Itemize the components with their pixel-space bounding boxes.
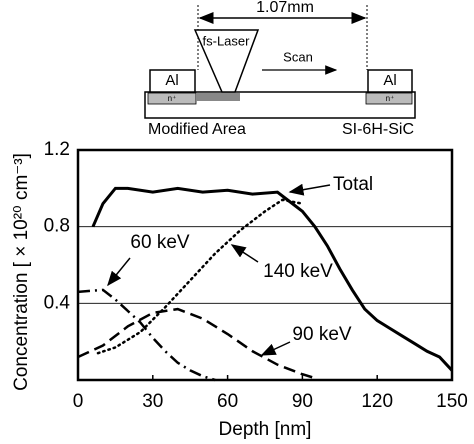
electrode xyxy=(367,69,413,93)
implant xyxy=(365,92,413,105)
x-tick-label: 120 xyxy=(361,391,393,412)
electrode-label: Al xyxy=(383,72,396,89)
annotation: Total xyxy=(333,174,373,195)
x-tick-label: 60 xyxy=(217,391,238,412)
modified-label: Modified Area xyxy=(148,121,246,138)
annotation: 60 keV xyxy=(130,232,189,253)
length-label: 1.07mm xyxy=(256,0,314,16)
x-tick-label: 30 xyxy=(142,391,163,412)
electrode xyxy=(149,69,196,93)
electrode-label: Al xyxy=(165,72,178,89)
modified-area xyxy=(196,93,240,101)
annotation: 140 keV xyxy=(263,261,333,282)
x-tick-label: 0 xyxy=(73,391,84,412)
implant-label: n⁺ xyxy=(168,94,177,103)
x-axis-label: Depth [nm] xyxy=(219,419,312,440)
series-line xyxy=(77,288,216,382)
series-line xyxy=(96,198,304,355)
plot-frame xyxy=(76,148,454,382)
y-axis-label: Concentration [ × 10²⁰ cm⁻³] xyxy=(11,153,32,391)
annotation-arrow xyxy=(230,244,259,263)
series-line xyxy=(77,307,316,380)
annotation-arrow xyxy=(260,341,291,356)
schematic: 1.07mm Al Al n⁺ n⁺ fs-Laser Scan Modifie… xyxy=(144,0,416,138)
y-tick-label: 1.2 xyxy=(44,139,70,160)
annotation-arrow xyxy=(288,183,331,196)
series-line xyxy=(91,186,454,372)
substrate-label: SI-6H-SiC xyxy=(342,121,414,138)
annotation: 90 keV xyxy=(292,324,351,345)
y-tick-label: 0.8 xyxy=(44,216,70,237)
laser-label: fs-Laser xyxy=(203,33,251,48)
implant-label: n⁺ xyxy=(386,94,395,103)
laser-beam xyxy=(193,29,260,93)
scan-label: Scan xyxy=(283,49,313,64)
y-tick-label: 0.4 xyxy=(44,292,71,313)
x-tick-label: 90 xyxy=(292,391,313,412)
x-tick-label: 150 xyxy=(436,391,468,412)
annotation-arrow xyxy=(107,257,131,287)
